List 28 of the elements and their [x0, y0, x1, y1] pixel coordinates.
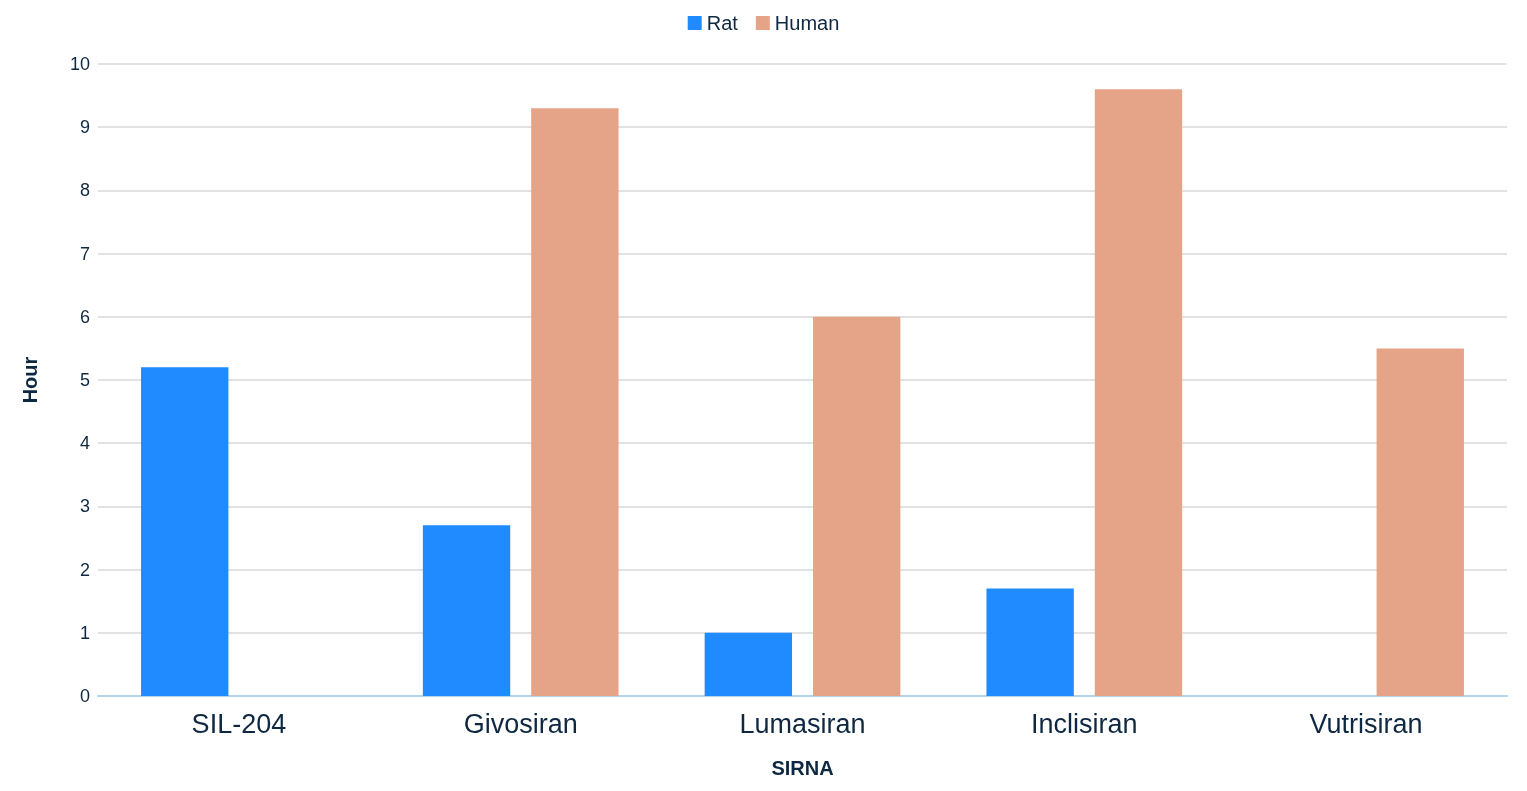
y-tick-label: 4 [79, 433, 90, 454]
y-tick-label: 6 [79, 306, 90, 327]
legend-label: Human [774, 12, 840, 34]
bar [1376, 348, 1464, 696]
bar [141, 367, 229, 696]
x-tick-label: Lumasiran [739, 708, 866, 739]
y-tick-label: 1 [79, 622, 90, 643]
bar [531, 108, 619, 696]
bar [986, 588, 1074, 696]
y-tick-label: 7 [79, 243, 90, 264]
y-tick-label: 9 [79, 117, 90, 138]
legend-label: Rat [706, 12, 739, 34]
bar [812, 316, 901, 696]
y-tick-label: 0 [79, 686, 90, 706]
y-tick-label: 5 [79, 370, 90, 390]
x-tick-label: Givosiran [463, 708, 578, 739]
x-tick-label: Inclisiran [1031, 708, 1138, 739]
x-axis-title: SIRNA [771, 757, 834, 779]
y-axis-title: Hour [19, 356, 41, 404]
y-tick-label: 2 [79, 559, 90, 580]
x-tick-label: SIL-204 [191, 708, 287, 739]
y-tick-label: 3 [79, 496, 90, 517]
y-tick-label: 8 [79, 180, 90, 201]
bar [704, 632, 793, 696]
y-tick-label: 10 [69, 54, 90, 74]
x-tick-label: Vutrisiran [1309, 708, 1423, 739]
bar [1094, 89, 1183, 696]
bar [422, 525, 511, 696]
